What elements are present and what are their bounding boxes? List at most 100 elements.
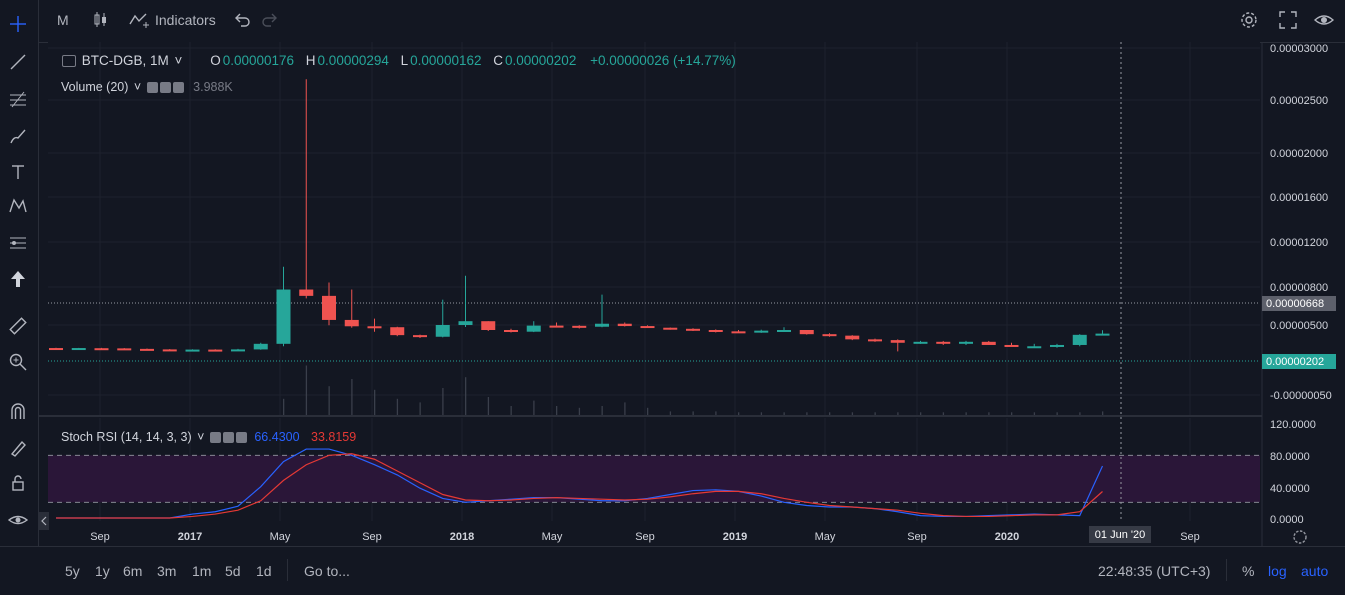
symbol-chevron-icon[interactable]: ˅ bbox=[170, 53, 183, 68]
rsi-tick-label: 120.0000 bbox=[1270, 419, 1316, 431]
stoch-settings-icon[interactable] bbox=[222, 432, 234, 444]
brush-icon[interactable] bbox=[8, 126, 28, 146]
candle-body bbox=[49, 348, 63, 351]
stoch-visibility-icon[interactable] bbox=[209, 432, 221, 444]
line-price-label: 0.00000668 bbox=[1266, 298, 1324, 310]
ruler-icon[interactable] bbox=[8, 316, 28, 336]
top-toolbar: M Indicators bbox=[0, 0, 1345, 43]
price-tick-label: 0.00001600 bbox=[1270, 192, 1328, 204]
indicators-button[interactable]: Indicators bbox=[155, 12, 216, 28]
volume-bar bbox=[783, 412, 785, 415]
volume-settings-icon[interactable] bbox=[159, 82, 171, 94]
volume-chevron-icon[interactable]: ˅ bbox=[130, 80, 145, 94]
text-tool-icon[interactable] bbox=[8, 162, 28, 182]
range-1y[interactable]: 1y bbox=[95, 563, 110, 579]
visibility-eye-icon[interactable] bbox=[8, 510, 28, 530]
stoch-d-value: 33.8159 bbox=[311, 430, 357, 444]
range-1m[interactable]: 1m bbox=[192, 563, 212, 579]
redo-icon[interactable] bbox=[261, 11, 279, 32]
rsi-tick-label: 0.0000 bbox=[1270, 514, 1304, 526]
axis-settings-icon[interactable] bbox=[1293, 530, 1307, 544]
volume-bar bbox=[396, 398, 399, 415]
low-label: L bbox=[400, 53, 409, 68]
candle-body bbox=[959, 341, 973, 344]
undo-icon[interactable] bbox=[233, 11, 251, 32]
volume-bar bbox=[738, 412, 740, 415]
candle-body bbox=[208, 349, 223, 352]
candle-body bbox=[390, 327, 405, 336]
range-5d[interactable]: 5d bbox=[225, 563, 241, 579]
candle-body bbox=[845, 335, 860, 340]
collapse-legend-icon[interactable] bbox=[62, 55, 76, 68]
collapse-side-arrow[interactable] bbox=[39, 512, 49, 530]
price-tick-label: 0.00002000 bbox=[1270, 148, 1328, 160]
volume-bar bbox=[556, 406, 558, 415]
time-tick-label: Sep bbox=[1180, 531, 1200, 543]
fib-icon[interactable] bbox=[8, 89, 28, 109]
candle-body bbox=[1050, 344, 1064, 347]
stoch-chevron-icon[interactable]: ˅ bbox=[193, 430, 208, 444]
lock-icon[interactable] bbox=[8, 473, 28, 493]
range-1d[interactable]: 1d bbox=[256, 563, 272, 579]
candle-body bbox=[686, 328, 700, 331]
stoch-label[interactable]: Stoch RSI (14, 14, 3, 3) bbox=[61, 430, 192, 444]
volume-bar bbox=[419, 402, 421, 415]
volume-bar bbox=[305, 365, 308, 415]
magnet-icon[interactable] bbox=[8, 402, 28, 422]
clock-timezone[interactable]: 22:48:35 (UTC+3) bbox=[1098, 563, 1211, 579]
zoom-in-icon[interactable] bbox=[8, 352, 28, 372]
indicators-icon[interactable] bbox=[128, 10, 150, 33]
candle-body bbox=[299, 289, 314, 296]
price-tick-label: 0.00002500 bbox=[1270, 95, 1328, 107]
chart-type-candles-icon[interactable] bbox=[92, 10, 108, 33]
stay-in-drawing-icon[interactable] bbox=[8, 438, 28, 458]
divider bbox=[287, 559, 288, 581]
volume-visibility-icon[interactable] bbox=[146, 82, 158, 94]
stoch-d-line bbox=[56, 453, 1103, 519]
low-value: 0.00000162 bbox=[410, 53, 482, 68]
symbol-label[interactable]: BTC-DGB, 1M bbox=[81, 53, 169, 68]
log-toggle[interactable]: log bbox=[1268, 563, 1287, 579]
volume-bar bbox=[669, 411, 672, 415]
volume-bar bbox=[715, 411, 717, 415]
candle-body bbox=[231, 349, 245, 352]
candle-body bbox=[1095, 333, 1110, 336]
candle-body bbox=[663, 327, 678, 330]
stoch-k-value: 66.4300 bbox=[254, 430, 300, 444]
stoch-close-icon[interactable] bbox=[235, 432, 247, 444]
volume-bar bbox=[283, 398, 285, 415]
crosshair-icon[interactable] bbox=[8, 14, 28, 34]
range-5y[interactable]: 5y bbox=[65, 563, 80, 579]
price-tick-label: 0.00003000 bbox=[1270, 43, 1328, 55]
range-6m[interactable]: 6m bbox=[123, 563, 143, 579]
trend-line-icon[interactable] bbox=[8, 52, 28, 72]
range-3m[interactable]: 3m bbox=[157, 563, 177, 579]
fullscreen-icon[interactable] bbox=[1279, 11, 1297, 32]
measure-icon[interactable] bbox=[8, 233, 28, 253]
time-tick-label: Sep bbox=[907, 531, 927, 543]
candle-body bbox=[936, 341, 951, 344]
eye-icon[interactable] bbox=[1313, 11, 1335, 32]
goto-button[interactable]: Go to... bbox=[304, 563, 350, 579]
time-tick-label: 2020 bbox=[995, 531, 1019, 543]
settings-gear-icon[interactable] bbox=[1239, 10, 1259, 33]
auto-toggle[interactable]: auto bbox=[1301, 563, 1329, 579]
volume-bar bbox=[487, 397, 490, 415]
candle-body bbox=[481, 321, 496, 331]
volume-close-icon[interactable] bbox=[172, 82, 184, 94]
open-label: O bbox=[210, 53, 221, 68]
pattern-icon[interactable] bbox=[8, 196, 28, 216]
arrow-up-icon[interactable] bbox=[8, 269, 28, 289]
volume-bar bbox=[351, 379, 353, 415]
volume-label[interactable]: Volume (20) bbox=[61, 80, 129, 94]
volume-bar bbox=[578, 407, 581, 415]
price-tick-label: 0.00000800 bbox=[1270, 282, 1328, 294]
volume-bar bbox=[1011, 412, 1013, 415]
time-tick-label: 2019 bbox=[723, 531, 747, 543]
chevron-left-icon bbox=[41, 516, 47, 526]
percent-toggle[interactable]: % bbox=[1242, 563, 1255, 579]
volume-value: 3.988K bbox=[193, 80, 233, 94]
interval-selector[interactable]: M bbox=[57, 12, 69, 28]
